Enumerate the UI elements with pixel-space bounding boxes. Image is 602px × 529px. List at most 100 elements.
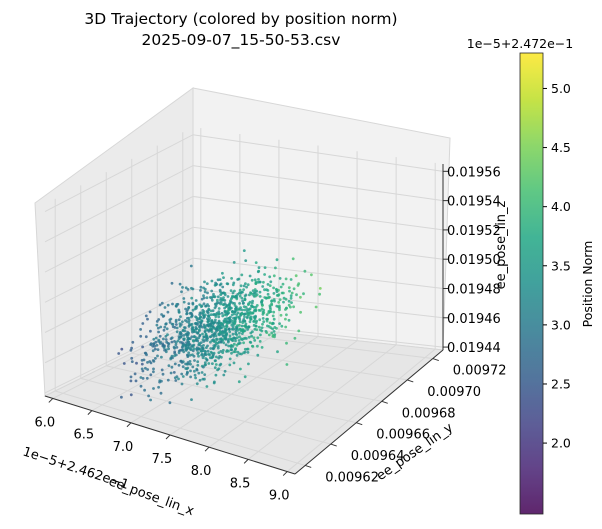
scatter-point <box>200 353 204 357</box>
scatter-point <box>156 354 159 358</box>
colorbar-label: Position Norm <box>580 241 595 328</box>
scatter-point <box>241 308 244 312</box>
y-gridline <box>156 145 408 381</box>
scatter-point <box>251 344 254 348</box>
scatter-point <box>239 367 242 371</box>
z-gridline <box>44 319 444 394</box>
scatter-point <box>222 373 226 377</box>
scatter-point <box>156 348 160 351</box>
scatter-point <box>140 362 144 366</box>
scatter-point <box>263 273 266 276</box>
scatter-point <box>188 343 192 346</box>
scatter-point <box>217 367 221 371</box>
y-gridline <box>131 158 382 402</box>
scatter-point <box>219 282 223 286</box>
scatter-point <box>287 286 291 289</box>
scatter-point <box>265 319 269 323</box>
x-tick-label: 9.0 <box>269 489 290 504</box>
scatter-point <box>297 329 301 333</box>
axes-panes <box>34 87 451 475</box>
scatter-point <box>272 322 275 325</box>
y-gridline <box>54 198 306 466</box>
x-tick-label: 7.5 <box>152 452 173 467</box>
scatter-point <box>299 295 302 299</box>
scatter-point <box>194 326 198 329</box>
scatter-point <box>243 298 247 302</box>
scatter-point <box>160 313 164 316</box>
scatter-point <box>215 355 218 359</box>
scatter-point <box>149 398 153 402</box>
scatter-point <box>194 339 197 342</box>
scatter-point <box>281 282 285 286</box>
scatter-point <box>198 328 201 332</box>
scatter-point <box>182 300 186 304</box>
z-tick-label: 0.01948 <box>447 282 501 297</box>
scatter-point <box>189 369 192 373</box>
scatter-point <box>230 277 234 280</box>
scatter-point <box>232 342 236 346</box>
scatter-point <box>257 325 261 329</box>
scatter-point <box>238 324 241 327</box>
scatter-point <box>253 288 257 291</box>
scatter-point <box>246 283 250 287</box>
scatter-point <box>226 309 230 313</box>
scatter-point <box>184 307 188 311</box>
scatter-point <box>258 290 262 294</box>
scatter-point <box>238 335 241 339</box>
scatter-point <box>243 312 247 316</box>
scatter-point <box>162 337 165 341</box>
scatter-point <box>285 341 288 345</box>
scatter-point <box>277 301 281 304</box>
scatter-point <box>238 317 242 321</box>
scatter-point <box>209 313 213 316</box>
scatter-point <box>230 295 234 299</box>
scatter-point <box>191 344 195 348</box>
scatter-point <box>194 376 198 380</box>
scatter-point <box>234 306 238 310</box>
scatter-point <box>194 330 198 334</box>
scatter-point <box>242 284 246 288</box>
scatter-point <box>290 291 294 295</box>
scatter-point <box>227 328 231 331</box>
scatter-point <box>175 326 179 330</box>
scatter-point <box>215 338 219 342</box>
scatter-point <box>175 330 179 334</box>
x-tick-mark <box>165 434 171 440</box>
scatter-point <box>261 322 264 326</box>
scatter-point <box>287 318 291 322</box>
scatter-point <box>227 317 231 320</box>
y-tick-label: 0.00962 <box>325 470 379 485</box>
scatter-point <box>169 371 173 375</box>
scatter-point <box>187 302 191 305</box>
scatter-point <box>235 326 239 330</box>
scatter-point <box>216 346 220 350</box>
scatter-point <box>202 365 205 369</box>
scatter-point <box>257 278 260 281</box>
scatter-point <box>214 359 217 362</box>
scatter-point <box>135 361 138 365</box>
scatter-point <box>211 347 215 350</box>
scatter-point <box>222 276 225 279</box>
scatter-point <box>201 347 205 350</box>
scatter-point <box>254 261 258 264</box>
scatter-point <box>202 296 206 300</box>
scatter-point <box>231 310 235 314</box>
scatter-point <box>231 332 235 336</box>
scatter-point <box>196 360 200 364</box>
scatter-point <box>270 299 273 303</box>
scatter-point <box>160 301 164 305</box>
scatter-point <box>266 324 269 328</box>
scatter-point <box>159 391 163 395</box>
scatter-point <box>209 309 213 313</box>
scatter-point <box>203 327 207 330</box>
scatter-point <box>233 302 236 305</box>
scatter-point <box>154 357 157 360</box>
scatter-point <box>189 264 193 268</box>
scatter-point <box>215 313 219 316</box>
scatter-point <box>180 290 183 294</box>
scatter-point <box>248 320 252 324</box>
scatter-point <box>167 364 171 367</box>
scatter-point <box>297 282 301 286</box>
scatter-point <box>250 334 254 338</box>
